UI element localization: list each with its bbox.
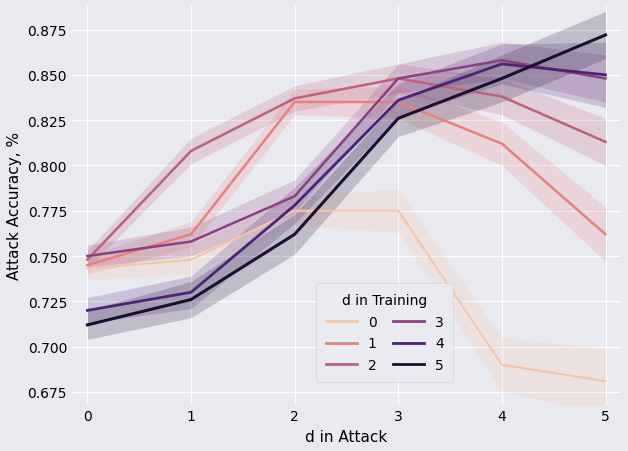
X-axis label: d in Attack: d in Attack: [305, 429, 387, 444]
Legend: 0, 1, 2, 3, 4, 5: 0, 1, 2, 3, 4, 5: [317, 284, 453, 382]
Y-axis label: Attack Accuracy, %: Attack Accuracy, %: [7, 132, 22, 280]
